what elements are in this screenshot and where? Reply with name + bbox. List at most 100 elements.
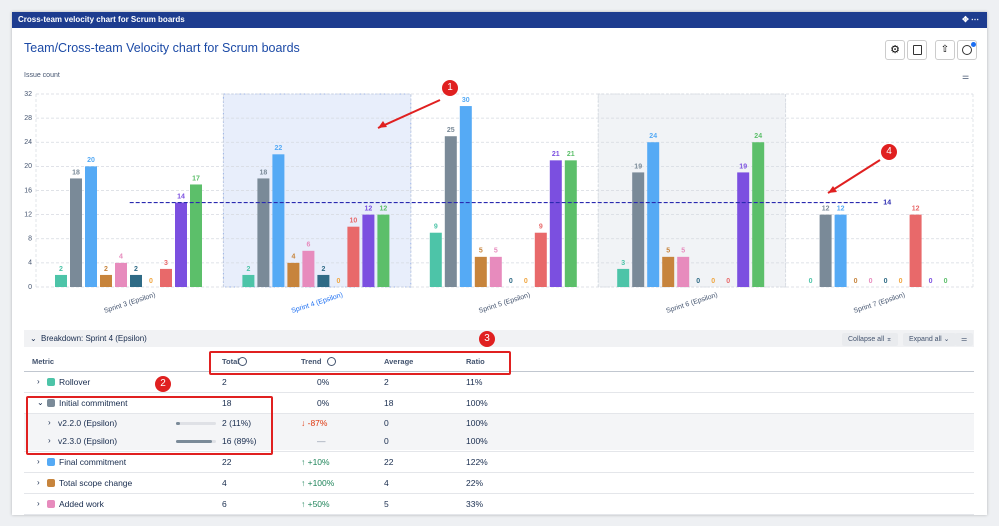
window-title: Cross-team velocity chart for Scrum boar…	[18, 15, 185, 24]
subrow-bg	[24, 432, 974, 450]
bar	[190, 184, 202, 287]
trend: 0%	[317, 377, 330, 387]
value-label: 4	[291, 254, 295, 261]
collapse-all-button[interactable]: Collapse all ⌅	[842, 333, 898, 346]
average: 5	[384, 499, 389, 509]
bar	[130, 274, 142, 287]
info-icon	[238, 357, 247, 366]
total: 2 (11%)	[222, 418, 252, 428]
bar	[474, 256, 487, 287]
y-tick-label: 4	[28, 260, 32, 267]
share-button[interactable]: ⇧	[935, 40, 955, 60]
value-label: 12	[365, 205, 373, 212]
trend: ↓ -87%	[301, 418, 328, 428]
bar	[160, 268, 172, 287]
x-tick-label: Sprint 5 (Epsilon)	[478, 292, 531, 315]
bar	[362, 214, 375, 287]
metric-name: Total scope change	[59, 478, 133, 488]
bar	[647, 142, 660, 287]
collapse-chevron[interactable]: ⌄	[30, 334, 37, 343]
value-label: 22	[275, 145, 283, 152]
bar	[534, 232, 547, 287]
value-label: 2	[104, 266, 108, 273]
breakdown-title: Breakdown: Sprint 4 (Epsilon)	[41, 334, 147, 343]
bar	[444, 136, 457, 287]
trend: —	[317, 436, 326, 446]
column-header: Average	[384, 357, 414, 366]
value-label: 3	[621, 260, 625, 267]
expand-chevron[interactable]: ›	[37, 377, 40, 386]
column-header: Metric	[32, 357, 55, 366]
progress-track	[176, 421, 216, 425]
average: 0	[384, 418, 389, 428]
chart-options[interactable]: ⚌	[962, 72, 970, 81]
toolbar: ⚙ ⇧	[885, 40, 977, 60]
metric-name: v2.3.0 (Epsilon)	[58, 436, 118, 446]
expand-chevron[interactable]: ›	[37, 478, 40, 487]
trend: 0%	[317, 398, 330, 408]
row-divider	[24, 493, 974, 494]
y-tick-label: 24	[24, 139, 32, 146]
metric-name: v2.2.0 (Epsilon)	[58, 418, 118, 428]
value-label: 12	[912, 205, 920, 212]
bar	[564, 160, 577, 287]
annotation-marker: 4	[881, 144, 897, 160]
metric-name: Rollover	[59, 377, 91, 387]
bar	[70, 178, 82, 287]
series-swatch	[47, 479, 55, 487]
expand-chevron[interactable]: ›	[48, 436, 51, 445]
bar	[347, 226, 360, 287]
value-label: 5	[666, 248, 670, 255]
expand-all-button[interactable]: Expand all ⌄	[903, 333, 956, 346]
metric-name: Final commitment	[59, 457, 127, 467]
value-label: 24	[649, 133, 657, 140]
metric-name: Added work	[59, 499, 104, 509]
window-controls[interactable]: ✥ ⋯	[962, 15, 979, 24]
total: 2	[222, 377, 227, 387]
bar	[377, 214, 390, 287]
value-label: 2	[246, 266, 250, 273]
expand-chevron[interactable]: ›	[37, 457, 40, 466]
annotation-arrow	[827, 159, 881, 194]
y-tick-label: 0	[28, 284, 32, 291]
expand-chevron[interactable]: ›	[48, 418, 51, 427]
annotation-box	[209, 351, 511, 375]
subrow-bg	[24, 414, 974, 432]
progress-bar	[176, 439, 212, 443]
table-options[interactable]: ⚌	[955, 333, 974, 346]
annotation-marker: 3	[479, 331, 495, 347]
bar	[85, 166, 97, 287]
value-label: 24	[754, 133, 762, 140]
copy-button[interactable]	[907, 40, 927, 60]
expand-chevron[interactable]: ⌄	[37, 398, 44, 407]
bar	[737, 172, 750, 287]
average: 0	[384, 436, 389, 446]
value-label: 5	[494, 248, 498, 255]
value-label: 0	[696, 278, 700, 285]
value-label: 21	[552, 151, 560, 158]
expand-chevron[interactable]: ›	[37, 499, 40, 508]
info-icon	[327, 357, 336, 366]
value-label: 0	[336, 278, 340, 285]
help-button[interactable]	[957, 40, 977, 60]
button-label: Collapse all	[848, 336, 885, 343]
x-tick-label: Sprint 3 (Epsilon)	[103, 292, 156, 315]
bar	[429, 232, 442, 287]
value-label: 12	[380, 205, 388, 212]
value-label: 0	[899, 278, 903, 285]
value-label: 18	[260, 169, 268, 176]
series-swatch	[47, 399, 55, 407]
y-tick-label: 12	[24, 211, 32, 218]
metric-name: Initial commitment	[59, 398, 128, 408]
bar	[677, 256, 690, 287]
value-label: 0	[524, 278, 528, 285]
trend: ↑ +10%	[301, 457, 330, 467]
settings-button[interactable]: ⚙	[885, 40, 905, 60]
progress-bar	[176, 421, 181, 425]
bar	[55, 274, 67, 287]
y-tick-label: 16	[24, 187, 32, 194]
bar	[662, 256, 675, 287]
bar	[459, 106, 472, 287]
total: 4	[222, 478, 227, 488]
